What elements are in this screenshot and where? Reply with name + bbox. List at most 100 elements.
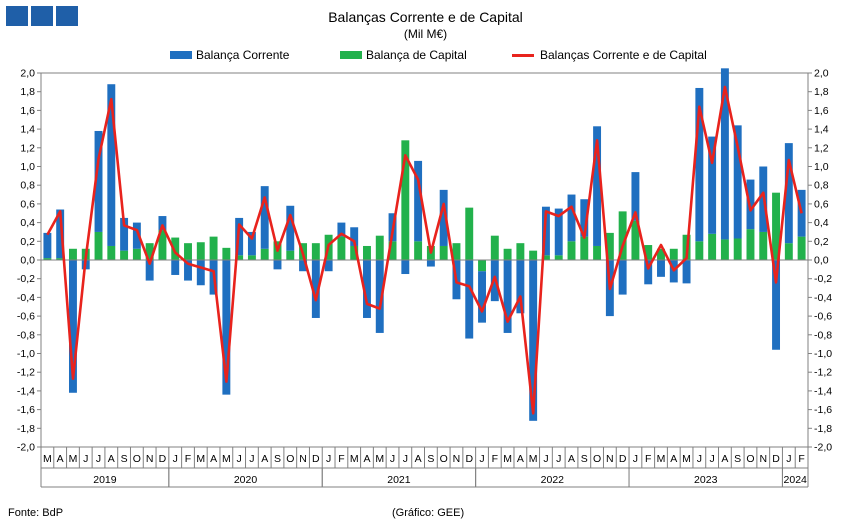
- bar-capital: [567, 241, 576, 260]
- bar-capital: [439, 245, 448, 260]
- bar-corrente: [439, 189, 448, 246]
- x-tick-label: M: [503, 453, 512, 465]
- x-tick-label: S: [121, 453, 128, 465]
- bar-corrente: [196, 260, 205, 286]
- bar-capital: [414, 241, 423, 260]
- x-tick-label: J: [249, 453, 254, 465]
- line-total: [46, 85, 803, 415]
- x-tick-label: N: [146, 453, 154, 465]
- bar-capital: [541, 255, 550, 260]
- bar-capital: [580, 236, 589, 260]
- bar-corrente: [120, 217, 129, 251]
- bar-corrente: [554, 208, 563, 256]
- x-tick-label: A: [363, 453, 370, 465]
- legend-label-total: Balanças Corrente e de Capital: [540, 48, 707, 62]
- y-tick-label-right: 1,2: [814, 142, 829, 154]
- x-tick-label: J: [237, 453, 242, 465]
- bar-capital: [158, 230, 167, 260]
- x-tick-label: F: [645, 453, 651, 465]
- bar-capital: [68, 248, 77, 260]
- y-tick-label-right: -2,0: [814, 442, 832, 454]
- bar-capital: [350, 245, 359, 260]
- year-label: 2024: [784, 474, 808, 486]
- x-tick-label: D: [772, 453, 780, 465]
- bar-corrente: [657, 260, 665, 277]
- bar-corrente: [171, 260, 180, 275]
- bar-capital: [184, 243, 192, 260]
- bar-corrente: [184, 260, 192, 281]
- y-tick-label-left: -0,4: [17, 292, 35, 304]
- x-tick-label: J: [543, 453, 548, 465]
- y-tick-label-right: -0,4: [814, 292, 832, 304]
- bar-corrente: [516, 260, 525, 314]
- bar-corrente: [465, 260, 474, 339]
- bar-capital: [260, 248, 269, 260]
- x-tick-label: A: [721, 453, 728, 465]
- x-tick-label: M: [43, 453, 52, 465]
- x-tick-label: F: [338, 453, 344, 465]
- y-tick-label-left: 0,2: [20, 236, 35, 248]
- y-tick-label-right: 0,8: [814, 180, 829, 192]
- x-tick-label: A: [670, 453, 677, 465]
- x-tick-label: N: [299, 453, 307, 465]
- bar-corrente: [593, 126, 602, 246]
- x-tick-label: S: [274, 453, 281, 465]
- bar-capital: [222, 247, 231, 260]
- x-tick-label: N: [606, 453, 614, 465]
- x-tick-label: D: [465, 453, 473, 465]
- bar-corrente: [273, 260, 282, 270]
- bar-corrente: [503, 260, 512, 333]
- bar-corrente: [375, 260, 384, 333]
- bar-corrente: [644, 260, 653, 285]
- x-tick-label: O: [286, 453, 294, 465]
- bar-corrente: [337, 222, 346, 237]
- x-tick-label: J: [83, 453, 88, 465]
- bar-capital: [363, 245, 371, 260]
- y-tick-label-right: 1,4: [814, 124, 829, 136]
- x-tick-label: A: [261, 453, 268, 465]
- legend-item-capital: Balança de Capital: [340, 48, 467, 62]
- x-tick-label: A: [210, 453, 217, 465]
- bar-corrente: [784, 143, 793, 244]
- legend-swatch-corrente: [170, 51, 192, 59]
- bar-capital: [43, 258, 52, 260]
- bar-capital: [529, 250, 538, 260]
- year-label: 2023: [694, 474, 718, 486]
- bar-capital: [465, 207, 474, 260]
- bar-capital: [235, 255, 244, 260]
- bar-corrente: [107, 84, 116, 246]
- bar-capital: [708, 233, 717, 260]
- credit-note: (Gráfico: GEE): [392, 507, 465, 519]
- bar-capital: [746, 229, 755, 260]
- bar-capital: [337, 236, 346, 260]
- bar-capital: [644, 245, 653, 260]
- bar-capital: [772, 192, 781, 260]
- logo-block: [6, 6, 28, 26]
- legend-item-total: Balanças Corrente e de Capital: [512, 48, 707, 62]
- legend: Balança Corrente Balança de Capital Bala…: [0, 48, 851, 64]
- x-tick-label: A: [517, 453, 524, 465]
- bar-capital: [171, 237, 180, 260]
- bar-corrente: [363, 260, 371, 318]
- x-tick-label: S: [427, 453, 434, 465]
- logo-block: [56, 6, 78, 26]
- y-tick-label-right: -1,4: [814, 385, 832, 397]
- x-tick-label: M: [657, 453, 666, 465]
- bar-capital: [593, 245, 602, 260]
- chart-subtitle: (Mil M€): [403, 27, 448, 41]
- bar-corrente: [618, 260, 627, 295]
- y-tick-label-right: -1,2: [814, 367, 832, 379]
- bar-capital: [247, 255, 256, 260]
- x-tick-label: F: [492, 453, 498, 465]
- bar-corrente: [772, 260, 781, 350]
- y-tick-label-left: 1,0: [20, 161, 35, 173]
- bar-corrente: [132, 222, 141, 249]
- y-tick-label-left: 0,6: [20, 198, 35, 210]
- bar-capital: [375, 235, 384, 260]
- bar-corrente: [222, 260, 231, 395]
- y-tick-label-right: 0,2: [814, 236, 829, 248]
- y-tick-label-left: -1,8: [17, 423, 35, 435]
- x-tick-label: A: [415, 453, 422, 465]
- bar-capital: [452, 243, 461, 260]
- bar-capital: [120, 250, 129, 260]
